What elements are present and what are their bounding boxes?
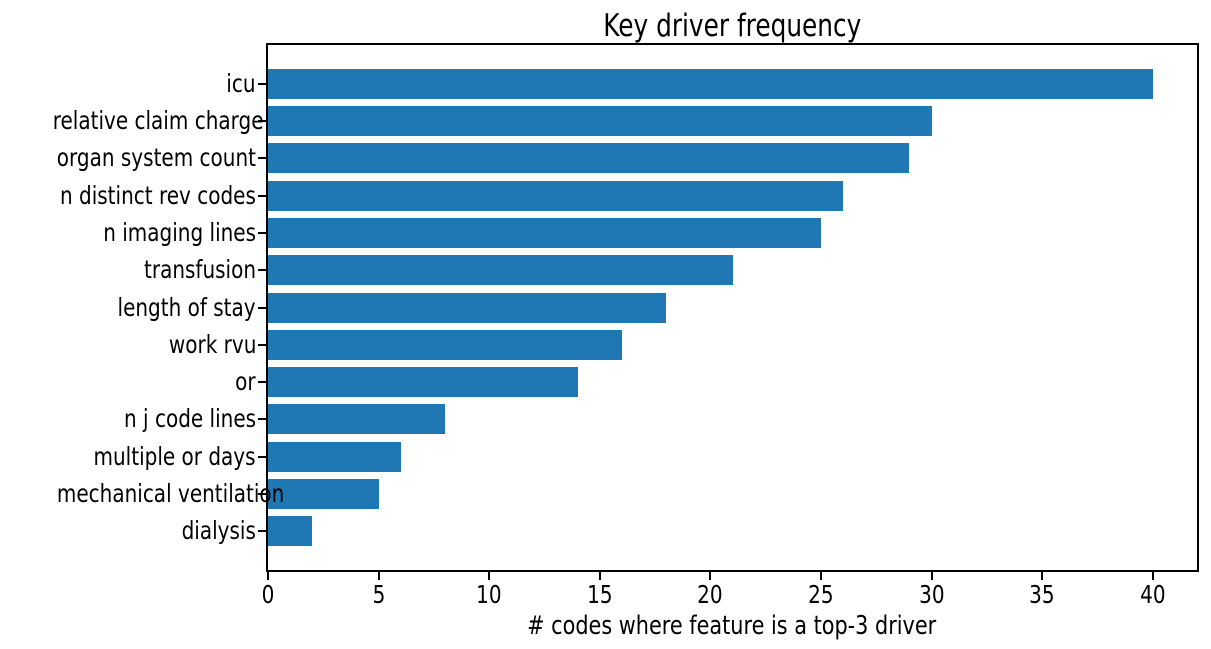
x-tick-label-text: 20	[697, 580, 724, 609]
x-tick-label-5: 5	[319, 581, 439, 608]
x-axis-label-text: # codes where feature is a top-3 driver	[527, 611, 937, 641]
bar-multiple-or-days	[268, 441, 401, 472]
y-tick-mark	[258, 381, 266, 384]
y-tick-label-work-rvu: work rvu	[0, 329, 257, 360]
y-tick-label-n-distinct-rev-codes: n distinct rev codes	[0, 181, 256, 211]
x-tick-label-text: 15	[587, 580, 613, 609]
x-tick-mark	[267, 572, 269, 580]
y-tick-mark	[258, 120, 266, 123]
x-tick-mark	[930, 572, 933, 580]
chart-title: Key driver frequency	[432, 7, 1032, 45]
y-tick-mark	[258, 269, 266, 272]
bar-mechanical-ventilation	[268, 478, 379, 509]
y-tick-label-text: organ system count	[56, 143, 256, 173]
y-tick-mark	[258, 82, 266, 85]
y-tick-label-organ-system-count: organ system count	[0, 143, 256, 173]
y-tick-label-or: or	[0, 367, 256, 397]
x-tick-label-15: 15	[540, 581, 660, 608]
bar-icu	[268, 68, 1153, 99]
y-tick-label-n-imaging-lines: n imaging lines	[0, 218, 256, 248]
bar-dialysis	[268, 516, 313, 547]
x-tick-label-25: 25	[761, 581, 881, 608]
x-tick-label-35: 35	[982, 581, 1102, 608]
x-tick-label-text: 40	[1140, 580, 1166, 609]
x-tick-label-text: 0	[261, 580, 275, 609]
bar-or	[268, 367, 578, 398]
y-tick-mark	[258, 306, 266, 309]
x-tick-label-text: 25	[808, 580, 834, 609]
y-tick-label-n-j-code-lines: n j code lines	[0, 404, 256, 434]
x-tick-label-text: 35	[1029, 580, 1055, 609]
x-tick-mark	[709, 572, 712, 580]
y-tick-mark	[258, 530, 266, 533]
x-tick-mark	[1041, 572, 1044, 580]
y-tick-label-text: or	[235, 367, 256, 397]
x-tick-label-10: 10	[429, 581, 549, 608]
x-tick-label-text: 5	[372, 580, 385, 609]
y-tick-label-text: icu	[226, 68, 256, 98]
x-tick-label-text: 10	[476, 580, 502, 609]
y-tick-mark	[258, 492, 266, 495]
y-tick-mark	[258, 231, 266, 234]
y-tick-mark	[258, 455, 266, 458]
y-tick-label-multiple-or-days: multiple or days	[0, 442, 256, 472]
y-tick-label-text: n imaging lines	[103, 217, 256, 247]
x-tick-label-30: 30	[872, 581, 992, 608]
bar-n-j-code-lines	[268, 404, 445, 435]
y-tick-label-text: transfusion	[143, 255, 256, 285]
x-tick-mark	[819, 572, 822, 580]
x-tick-label-40: 40	[1093, 581, 1211, 608]
bar-transfusion	[268, 255, 733, 286]
bar-n-imaging-lines	[268, 217, 821, 248]
x-tick-mark	[488, 572, 491, 580]
x-tick-label-20: 20	[650, 581, 770, 608]
x-tick-mark	[598, 572, 601, 580]
chart-title-text: Key driver frequency	[602, 8, 862, 44]
x-tick-mark	[1151, 572, 1154, 580]
y-tick-label-text: mechanical ventilation	[56, 478, 285, 508]
x-tick-mark	[377, 572, 380, 580]
plot-area	[266, 43, 1199, 572]
bar-length-of-stay	[268, 292, 667, 323]
y-tick-label-relative-claim-charge: relative claim charge	[0, 106, 264, 136]
y-tick-label-text: n j code lines	[123, 404, 256, 434]
y-tick-label-text: relative claim charge	[52, 106, 264, 136]
x-tick-label-0: 0	[208, 581, 328, 608]
bar-relative-claim-charge	[268, 106, 932, 137]
y-tick-label-text: n distinct rev codes	[60, 180, 256, 210]
y-tick-label-text: dialysis	[181, 516, 256, 546]
y-tick-label-text: work rvu	[168, 329, 257, 359]
y-tick-label-text: length of stay	[117, 292, 256, 322]
y-tick-label-icu: icu	[0, 69, 256, 99]
y-tick-label-length-of-stay: length of stay	[0, 293, 256, 323]
y-tick-label-dialysis: dialysis	[0, 516, 256, 546]
x-tick-label-text: 30	[918, 580, 945, 609]
y-tick-label-mechanical-ventilation: mechanical ventilation	[0, 479, 284, 509]
bar-n-distinct-rev-codes	[268, 180, 844, 211]
x-axis-label: # codes where feature is a top-3 driver	[432, 611, 1032, 641]
y-tick-mark	[258, 194, 266, 197]
y-tick-mark	[258, 157, 266, 160]
y-tick-label-text: multiple or days	[93, 441, 256, 471]
bar-organ-system-count	[268, 143, 910, 174]
y-tick-label-transfusion: transfusion	[0, 255, 256, 285]
bar-work-rvu	[268, 329, 622, 360]
y-tick-mark	[258, 343, 266, 346]
y-tick-mark	[258, 418, 266, 421]
